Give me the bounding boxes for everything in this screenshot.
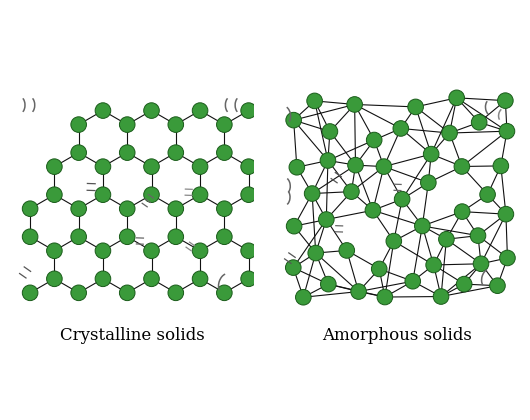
Circle shape: [168, 145, 183, 160]
Circle shape: [289, 160, 305, 175]
Circle shape: [47, 159, 62, 174]
Circle shape: [408, 99, 423, 115]
Circle shape: [426, 257, 441, 273]
Circle shape: [241, 187, 257, 202]
Circle shape: [454, 204, 470, 219]
Circle shape: [168, 117, 183, 132]
Circle shape: [286, 112, 302, 128]
Circle shape: [217, 201, 232, 217]
Circle shape: [241, 243, 257, 259]
Circle shape: [241, 159, 257, 174]
Circle shape: [119, 145, 135, 160]
Circle shape: [454, 159, 470, 174]
Circle shape: [192, 159, 208, 174]
Circle shape: [414, 218, 430, 234]
Circle shape: [217, 145, 232, 160]
Circle shape: [470, 228, 486, 244]
Circle shape: [119, 285, 135, 301]
Circle shape: [442, 125, 457, 141]
Circle shape: [286, 218, 302, 234]
Circle shape: [241, 103, 257, 118]
Circle shape: [321, 276, 336, 292]
Circle shape: [168, 229, 183, 244]
Circle shape: [322, 124, 338, 139]
Circle shape: [498, 206, 514, 222]
Circle shape: [351, 284, 366, 299]
Circle shape: [217, 285, 232, 301]
Circle shape: [499, 123, 515, 139]
Circle shape: [500, 250, 515, 266]
Circle shape: [308, 245, 323, 261]
Circle shape: [343, 184, 359, 200]
Circle shape: [144, 271, 160, 286]
Circle shape: [490, 278, 505, 294]
Circle shape: [71, 117, 86, 132]
Circle shape: [286, 260, 301, 276]
Circle shape: [433, 289, 449, 304]
Circle shape: [307, 93, 322, 109]
Circle shape: [144, 103, 160, 118]
Circle shape: [348, 158, 363, 173]
Text: Amorphous solids: Amorphous solids: [323, 327, 472, 344]
Circle shape: [320, 153, 335, 168]
Circle shape: [217, 117, 232, 132]
Circle shape: [439, 231, 454, 247]
Circle shape: [71, 201, 86, 217]
Circle shape: [168, 285, 183, 301]
Circle shape: [47, 243, 62, 259]
Circle shape: [241, 271, 257, 286]
Circle shape: [471, 115, 487, 130]
Circle shape: [393, 121, 409, 136]
Circle shape: [144, 187, 160, 202]
Circle shape: [144, 159, 160, 174]
Circle shape: [449, 90, 464, 105]
Circle shape: [386, 234, 402, 249]
Circle shape: [95, 187, 111, 202]
Circle shape: [95, 243, 111, 259]
Circle shape: [47, 271, 62, 286]
Circle shape: [192, 103, 208, 118]
Circle shape: [192, 271, 208, 286]
Circle shape: [366, 132, 382, 148]
Circle shape: [144, 243, 160, 259]
Circle shape: [119, 117, 135, 132]
Circle shape: [423, 146, 439, 162]
Circle shape: [47, 187, 62, 202]
Circle shape: [22, 285, 38, 301]
Circle shape: [304, 186, 320, 201]
Circle shape: [192, 187, 208, 202]
Circle shape: [119, 201, 135, 217]
Circle shape: [365, 202, 381, 218]
Circle shape: [95, 271, 111, 286]
Circle shape: [95, 159, 111, 174]
Circle shape: [339, 243, 355, 258]
Circle shape: [22, 229, 38, 244]
Circle shape: [394, 192, 410, 207]
Circle shape: [119, 229, 135, 244]
Text: Crystalline solids: Crystalline solids: [60, 327, 205, 344]
Circle shape: [22, 201, 38, 217]
Circle shape: [71, 145, 86, 160]
Circle shape: [319, 212, 334, 227]
Circle shape: [296, 289, 311, 305]
Circle shape: [217, 229, 232, 244]
Circle shape: [473, 256, 489, 272]
Circle shape: [71, 285, 86, 301]
Circle shape: [420, 175, 436, 190]
Circle shape: [480, 187, 496, 202]
Circle shape: [71, 229, 86, 244]
Circle shape: [377, 289, 393, 305]
Circle shape: [372, 261, 387, 277]
Circle shape: [456, 276, 472, 292]
Circle shape: [192, 243, 208, 259]
Circle shape: [405, 273, 420, 289]
Circle shape: [376, 159, 392, 174]
Circle shape: [347, 97, 363, 112]
Circle shape: [95, 103, 111, 118]
Circle shape: [168, 201, 183, 217]
Circle shape: [493, 158, 509, 174]
Circle shape: [498, 93, 513, 108]
